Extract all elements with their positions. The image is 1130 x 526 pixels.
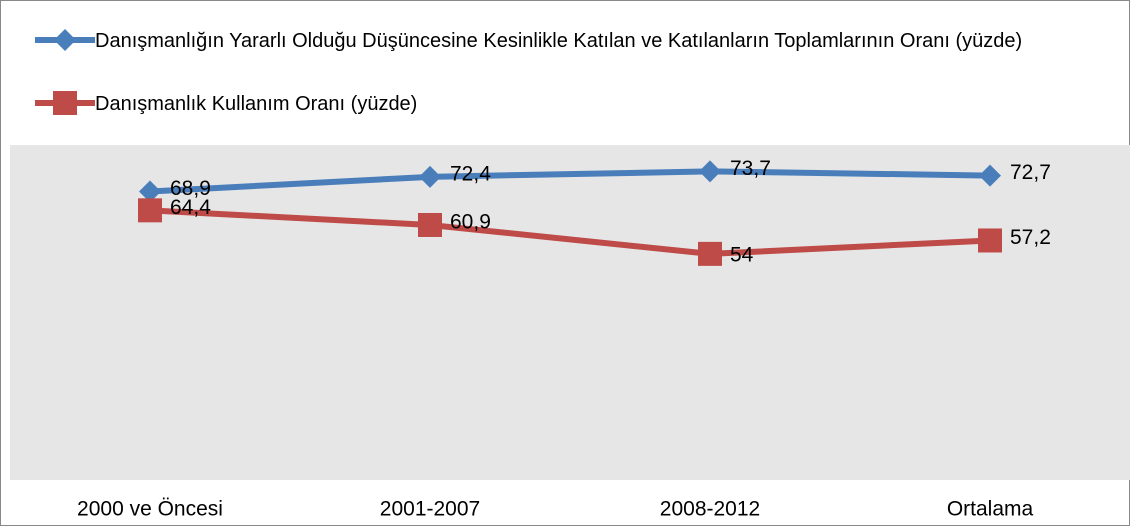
data-label: 72,4 <box>450 162 491 185</box>
data-point <box>698 241 722 266</box>
legend-marker <box>54 29 76 51</box>
data-point <box>418 212 442 237</box>
data-point <box>139 180 161 203</box>
data-label: 54 <box>730 243 754 266</box>
legend-label: Danışmanlık Kullanım Oranı (yüzde) <box>95 93 418 115</box>
series-line <box>149 207 991 257</box>
x-tick-label: 2000 ve Öncesi <box>77 498 223 521</box>
data-label: 60,9 <box>450 211 491 234</box>
data-label: 73,7 <box>730 157 771 180</box>
data-label: 72,7 <box>1010 161 1051 184</box>
data-label: 64,4 <box>170 196 211 219</box>
data-label: 57,2 <box>1010 226 1051 249</box>
data-point <box>699 160 721 183</box>
legend-label: Danışmanlığın Yararlı Olduğu Düşüncesine… <box>95 30 1023 52</box>
data-point <box>419 165 441 188</box>
x-tick-label: Ortalama <box>947 498 1034 521</box>
data-label: 68,9 <box>170 177 211 200</box>
series-line <box>149 168 991 195</box>
plot-area <box>10 145 1130 480</box>
legend-marker <box>53 91 77 115</box>
data-point <box>138 198 162 223</box>
x-tick-label: 2001-2007 <box>380 498 480 521</box>
data-point <box>978 228 1002 253</box>
x-tick-label: 2008-2012 <box>660 498 760 521</box>
data-point <box>979 164 1001 187</box>
